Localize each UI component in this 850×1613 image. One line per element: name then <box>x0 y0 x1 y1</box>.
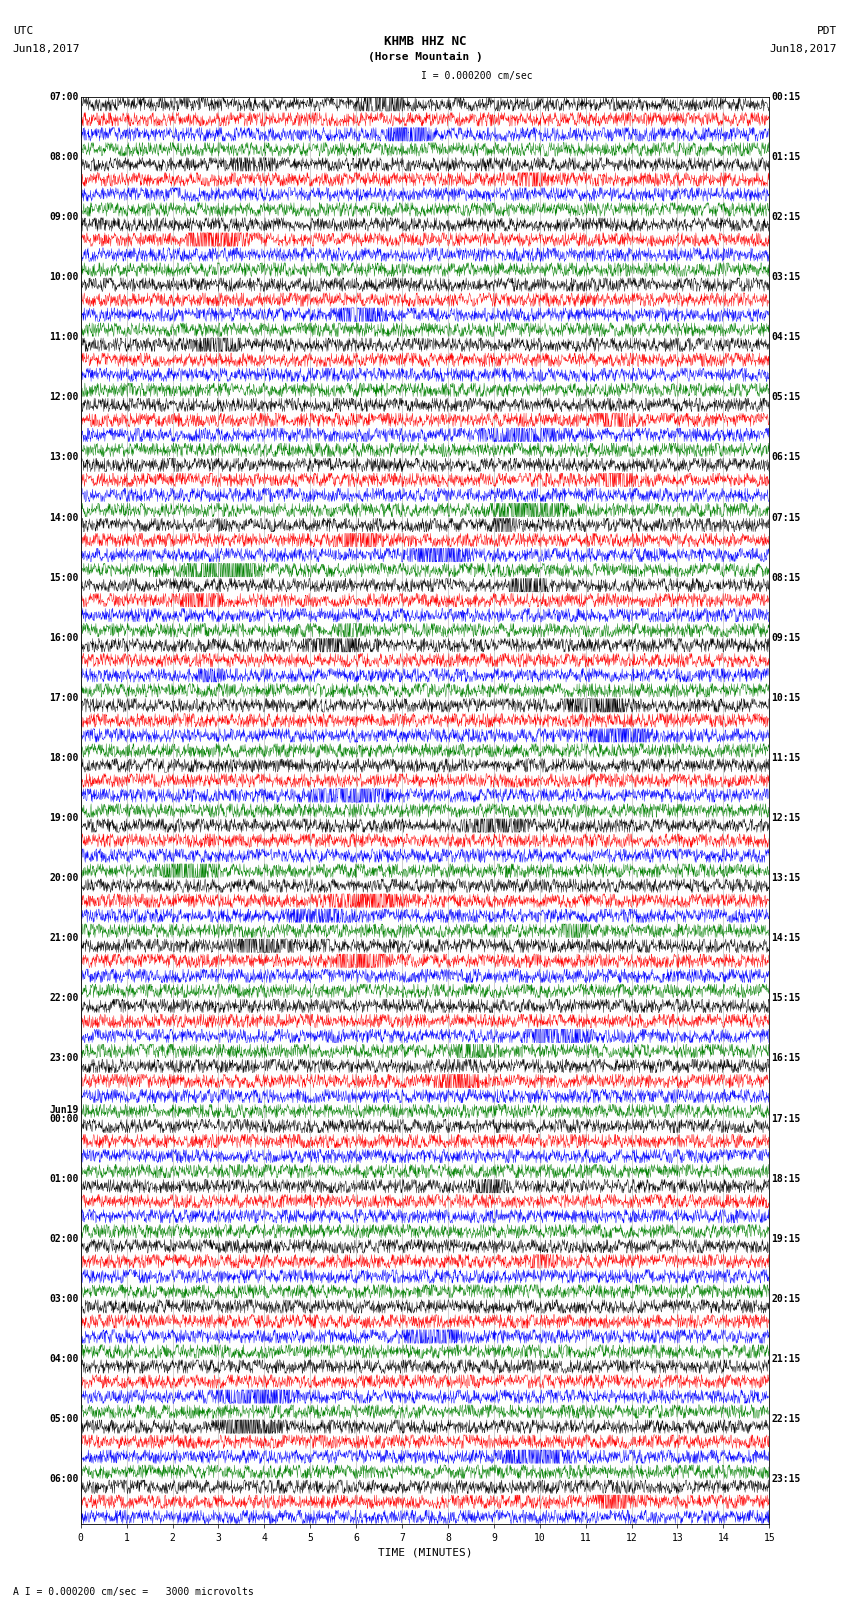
Text: 10:00: 10:00 <box>49 273 79 282</box>
Text: I = 0.000200 cm/sec: I = 0.000200 cm/sec <box>421 71 532 81</box>
Text: KHMB HHZ NC: KHMB HHZ NC <box>383 35 467 48</box>
Text: 12:00: 12:00 <box>49 392 79 402</box>
Text: 10:15: 10:15 <box>771 694 801 703</box>
Text: 17:15: 17:15 <box>771 1113 801 1124</box>
Text: 13:15: 13:15 <box>771 873 801 884</box>
Text: PDT: PDT <box>817 26 837 35</box>
Text: 22:15: 22:15 <box>771 1415 801 1424</box>
Text: 09:15: 09:15 <box>771 632 801 642</box>
Text: 20:15: 20:15 <box>771 1294 801 1303</box>
Text: 11:00: 11:00 <box>49 332 79 342</box>
Text: A I = 0.000200 cm/sec =   3000 microvolts: A I = 0.000200 cm/sec = 3000 microvolts <box>13 1587 253 1597</box>
Text: 21:00: 21:00 <box>49 934 79 944</box>
Text: 05:15: 05:15 <box>771 392 801 402</box>
Text: 13:00: 13:00 <box>49 452 79 463</box>
Text: 06:15: 06:15 <box>771 452 801 463</box>
Text: 04:15: 04:15 <box>771 332 801 342</box>
Text: 14:00: 14:00 <box>49 513 79 523</box>
X-axis label: TIME (MINUTES): TIME (MINUTES) <box>377 1547 473 1558</box>
Text: Jun18,2017: Jun18,2017 <box>13 44 80 53</box>
Text: Jun18,2017: Jun18,2017 <box>770 44 837 53</box>
Text: 01:15: 01:15 <box>771 152 801 161</box>
Text: 19:15: 19:15 <box>771 1234 801 1244</box>
Text: 00:15: 00:15 <box>771 92 801 102</box>
Text: 15:15: 15:15 <box>771 994 801 1003</box>
Text: 03:15: 03:15 <box>771 273 801 282</box>
Text: 20:00: 20:00 <box>49 873 79 884</box>
Text: 23:15: 23:15 <box>771 1474 801 1484</box>
Text: 11:15: 11:15 <box>771 753 801 763</box>
Text: 14:15: 14:15 <box>771 934 801 944</box>
Text: 07:00: 07:00 <box>49 92 79 102</box>
Text: 22:00: 22:00 <box>49 994 79 1003</box>
Text: 19:00: 19:00 <box>49 813 79 823</box>
Text: (Horse Mountain ): (Horse Mountain ) <box>367 52 483 61</box>
Text: 09:00: 09:00 <box>49 211 79 223</box>
Text: 04:00: 04:00 <box>49 1353 79 1365</box>
Text: 05:00: 05:00 <box>49 1415 79 1424</box>
Text: 00:00: 00:00 <box>49 1113 79 1124</box>
Text: 21:15: 21:15 <box>771 1353 801 1365</box>
Text: 15:00: 15:00 <box>49 573 79 582</box>
Text: 07:15: 07:15 <box>771 513 801 523</box>
Text: 08:15: 08:15 <box>771 573 801 582</box>
Text: 02:00: 02:00 <box>49 1234 79 1244</box>
Text: 03:00: 03:00 <box>49 1294 79 1303</box>
Text: UTC: UTC <box>13 26 33 35</box>
Text: 16:15: 16:15 <box>771 1053 801 1063</box>
Text: 06:00: 06:00 <box>49 1474 79 1484</box>
Text: 18:15: 18:15 <box>771 1174 801 1184</box>
Text: 23:00: 23:00 <box>49 1053 79 1063</box>
Text: 16:00: 16:00 <box>49 632 79 642</box>
Text: 12:15: 12:15 <box>771 813 801 823</box>
Text: Jun19: Jun19 <box>49 1105 79 1115</box>
Text: 17:00: 17:00 <box>49 694 79 703</box>
Text: 02:15: 02:15 <box>771 211 801 223</box>
Text: 18:00: 18:00 <box>49 753 79 763</box>
Text: 08:00: 08:00 <box>49 152 79 161</box>
Text: 01:00: 01:00 <box>49 1174 79 1184</box>
